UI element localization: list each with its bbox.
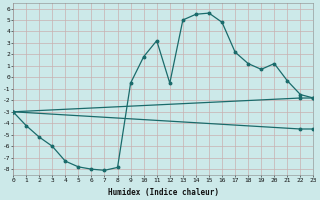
X-axis label: Humidex (Indice chaleur): Humidex (Indice chaleur)	[108, 188, 219, 197]
